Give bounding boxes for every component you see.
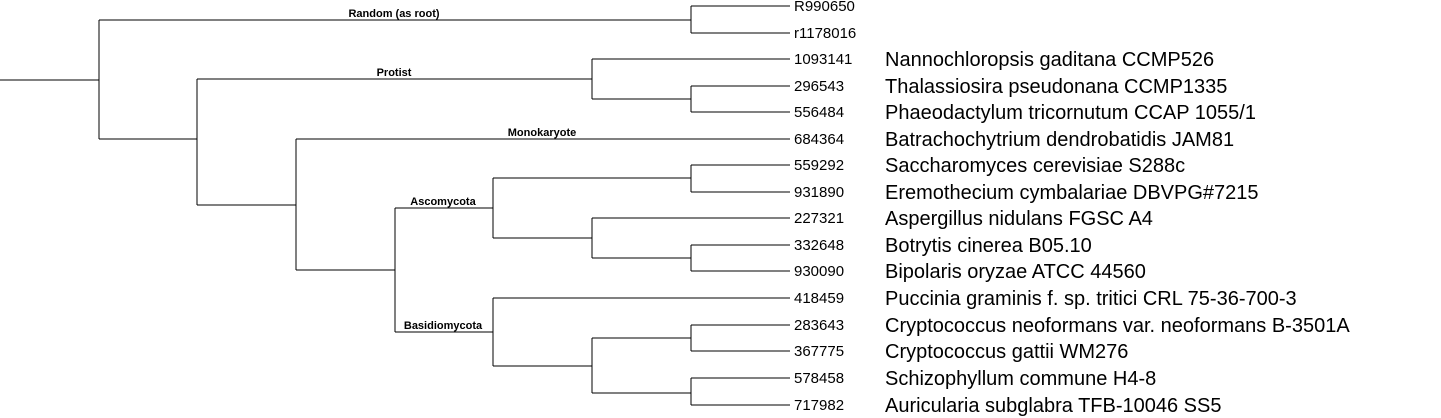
taxon-id: 296543 [794,78,844,95]
tree-branches [0,5,790,406]
species-name: Botrytis cinerea B05.10 [885,235,1092,257]
taxon-id: 930090 [794,263,844,280]
species-name: Bipolaris oryzae ATCC 44560 [885,261,1146,283]
species-name: Aspergillus nidulans FGSC A4 [885,208,1153,230]
species-name: Cryptococcus neoformans var. neoformans … [885,315,1350,337]
species-name: Auricularia subglabra TFB-10046 SS5 [885,395,1221,417]
clade-label-ascomycota: Ascomycota [410,196,476,208]
taxon-ids: R990650 r1178016 1093141 296543 556484 6… [794,0,856,414]
taxon-id: 578458 [794,370,844,387]
clade-label-random: Random (as root) [348,8,439,20]
taxon-id: 227321 [794,210,844,227]
taxon-id: r1178016 [794,25,856,42]
clade-label-protist: Protist [377,67,412,79]
clade-label-basidiomycota: Basidiomycota [404,320,483,332]
species-name: Phaeodactylum tricornutum CCAP 1055/1 [885,102,1256,124]
taxon-id: 367775 [794,343,844,360]
species-names: Nannochloropsis gaditana CCMP526 Thalass… [885,49,1350,417]
taxon-id: 931890 [794,184,844,201]
taxon-id: 332648 [794,237,844,254]
species-name: Puccinia graminis f. sp. tritici CRL 75-… [885,288,1297,310]
taxon-id: 1093141 [794,51,852,68]
taxon-id: 418459 [794,290,844,307]
clade-label-monokaryote: Monokaryote [508,127,576,139]
species-name: Eremothecium cymbalariae DBVPG#7215 [885,182,1259,204]
taxon-id: 684364 [794,131,844,148]
taxon-id: 717982 [794,397,844,414]
taxon-id: 283643 [794,317,844,334]
species-name: Batrachochytrium dendrobatidis JAM81 [885,129,1234,151]
species-name: Cryptococcus gattii WM276 [885,341,1128,363]
taxon-id: 556484 [794,104,844,121]
species-name: Thalassiosira pseudonana CCMP1335 [885,76,1227,98]
taxon-id: R990650 [794,0,855,15]
clade-labels: Random (as root) Protist Monokaryote Asc… [348,8,576,332]
taxon-id: 559292 [794,157,844,174]
species-name: Nannochloropsis gaditana CCMP526 [885,49,1214,71]
species-name: Saccharomyces cerevisiae S288c [885,155,1185,177]
species-name: Schizophyllum commune H4-8 [885,368,1156,390]
